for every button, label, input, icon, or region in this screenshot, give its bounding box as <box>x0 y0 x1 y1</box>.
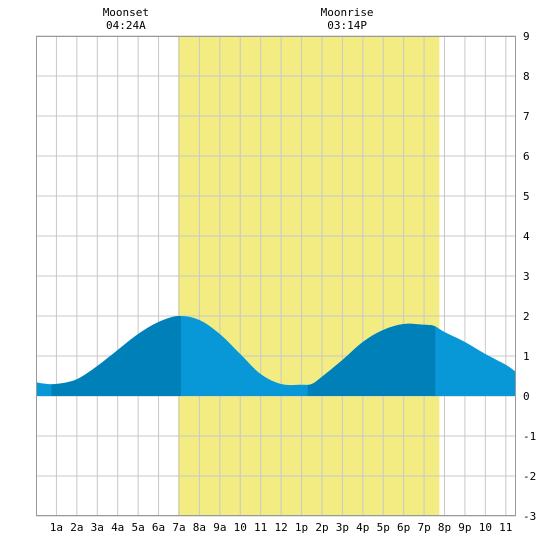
x-tick-label: 3p <box>336 521 349 534</box>
y-tick-label: 1 <box>523 350 530 363</box>
x-tick-label: 5a <box>132 521 145 534</box>
y-tick-label: 6 <box>523 150 530 163</box>
x-tick-label: 8p <box>438 521 451 534</box>
y-tick-label: 5 <box>523 190 530 203</box>
moon-event-label: Moonset <box>103 6 149 19</box>
x-tick-label: 10 <box>234 521 247 534</box>
y-tick-label: 0 <box>523 390 530 403</box>
x-tick-label: 11 <box>499 521 512 534</box>
x-tick-label: 5p <box>377 521 390 534</box>
x-tick-label: 10 <box>479 521 492 534</box>
x-tick-label: 7a <box>172 521 185 534</box>
x-tick-label: 9p <box>458 521 471 534</box>
x-axis-labels: 1a 2a 3a 4a 5a 6a 7a 8a 9a 10 11 12 1p 2p 3p 4p 5p 6p 7p 8p… <box>50 521 513 534</box>
y-tick-label: -1 <box>523 430 536 443</box>
y-tick-label: -2 <box>523 470 536 483</box>
x-tick-label: 12 <box>274 521 287 534</box>
y-tick-label: 4 <box>523 230 530 243</box>
plot-border <box>36 36 516 516</box>
y-tick-label: 8 <box>523 70 530 83</box>
moon-event-time: 03:14P <box>327 19 367 32</box>
x-tick-label: 6a <box>152 521 165 534</box>
x-tick-label: 11 <box>254 521 267 534</box>
x-tick-label: 8a <box>193 521 206 534</box>
y-tick-label: 7 <box>523 110 530 123</box>
x-tick-label: 3a <box>91 521 104 534</box>
x-tick-label: 6p <box>397 521 410 534</box>
x-tick-label: 9a <box>213 521 226 534</box>
x-tick-label: 1a <box>50 521 63 534</box>
x-tick-label: 4a <box>111 521 124 534</box>
y-tick-label: 2 <box>523 310 530 323</box>
x-tick-label: 1p <box>295 521 308 534</box>
x-tick-label: 4p <box>356 521 369 534</box>
y-axis-labels: 9 8 7 6 5 4 3 2 1 0 -1 -2 -3 <box>523 30 536 523</box>
x-tick-label: 2p <box>315 521 328 534</box>
y-tick-label: 3 <box>523 270 530 283</box>
moon-event-time: 04:24A <box>106 19 146 32</box>
x-tick-label: 7p <box>417 521 430 534</box>
moon-event-label: Moonrise <box>321 6 374 19</box>
y-tick-label: -3 <box>523 510 536 523</box>
y-tick-label: 9 <box>523 30 530 43</box>
x-tick-label: 2a <box>70 521 83 534</box>
